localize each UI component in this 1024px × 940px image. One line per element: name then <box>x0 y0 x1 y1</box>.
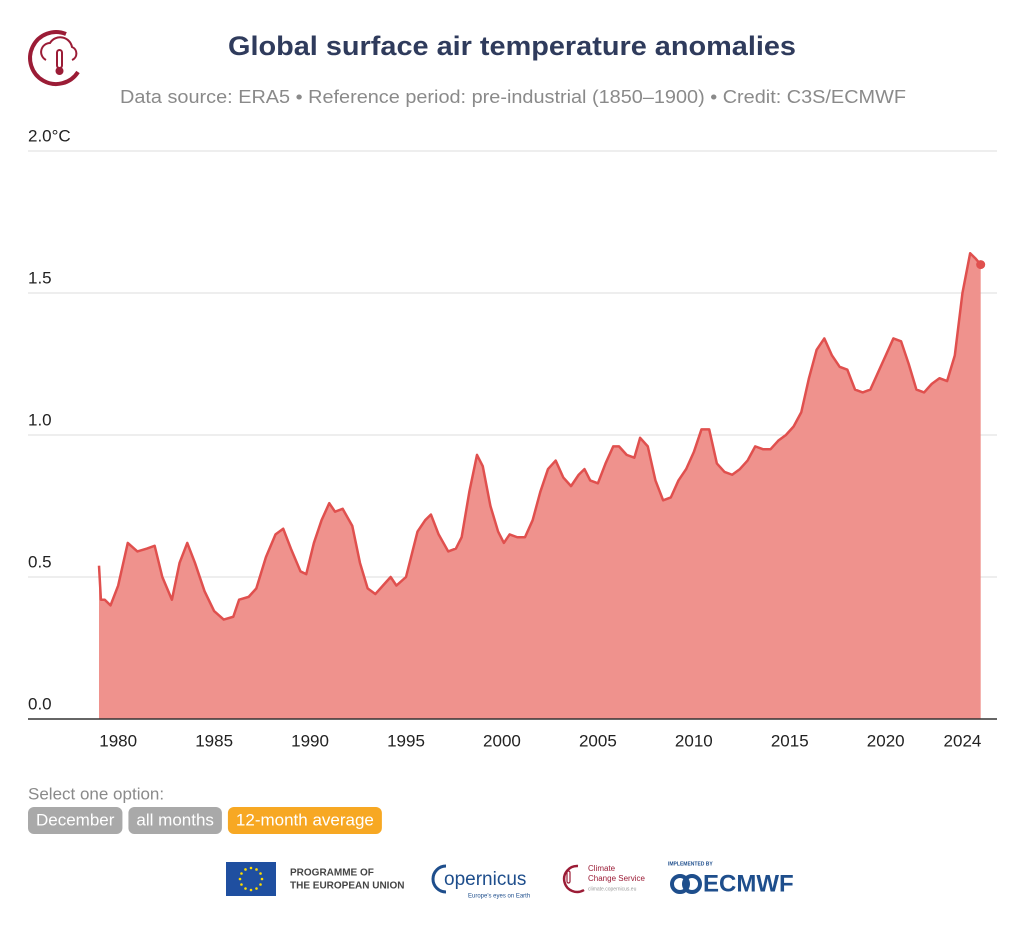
x-tick-label: 2010 <box>675 731 713 750</box>
c3s-icon <box>28 30 80 87</box>
eu-star <box>249 866 253 870</box>
y-tick-label: 0.5 <box>28 552 52 571</box>
x-tick-label: 2015 <box>771 731 809 750</box>
x-tick-label: 2005 <box>579 731 617 750</box>
area <box>98 253 981 720</box>
x-tick-label: 1995 <box>387 731 425 750</box>
controls-prompt: Select one option: <box>28 784 164 803</box>
eu-star <box>244 887 247 890</box>
option-button-bg[interactable] <box>227 807 382 834</box>
eu-star <box>260 877 264 881</box>
ecmwf-label: IMPLEMENTED BY <box>668 861 713 867</box>
eu-star <box>244 868 247 871</box>
ecmwf-text: ECMWF <box>703 870 794 897</box>
c3s-logo: Climate Change Service climate.copernicu… <box>562 864 645 894</box>
c3s-url: climate.copernicus.eu <box>588 886 637 892</box>
x-tick-label: 2024 <box>944 731 982 750</box>
eu-text: THE EUROPEAN UNION <box>290 881 404 892</box>
eu-star <box>240 872 243 875</box>
c3s-text: Change Service <box>588 874 645 883</box>
y-tick-label: 0.0 <box>28 694 52 713</box>
last-point <box>976 260 986 270</box>
eu-star <box>240 883 243 886</box>
ecmwf-logo: IMPLEMENTED BY ECMWF <box>668 861 794 897</box>
option-button-label[interactable]: December <box>36 810 115 829</box>
option-button[interactable]: 12-month average <box>227 807 382 834</box>
option-button-label[interactable]: all months <box>136 810 213 829</box>
copernicus-tagline: Europe's eyes on Earth <box>468 894 530 900</box>
copernicus-text: opernicus <box>444 869 526 890</box>
eu-text: PROGRAMME OF <box>290 868 374 879</box>
chart-title: Global surface air temperature anomalies <box>228 31 796 61</box>
line <box>97 251 982 621</box>
x-tick-label: 1985 <box>195 731 233 750</box>
option-button-bg[interactable] <box>28 807 123 834</box>
chart-subtitle: Data source: ERA5 • Reference period: pr… <box>120 87 906 107</box>
option-button[interactable]: December <box>28 807 123 834</box>
eu-star <box>259 883 262 886</box>
eu-logo: PROGRAMME OF THE EUROPEAN UNION <box>226 862 404 896</box>
copernicus-logo: opernicus Europe's eyes on Earth <box>431 864 530 900</box>
y-tick-label: 1.5 <box>28 268 52 287</box>
eu-star <box>249 888 253 892</box>
x-tick-label: 2000 <box>483 731 521 750</box>
c3s-text: Climate <box>588 864 616 873</box>
eu-star <box>259 872 262 875</box>
option-button-label[interactable]: 12-month average <box>236 810 374 829</box>
x-tick-label: 1990 <box>291 731 329 750</box>
x-tick-label: 1980 <box>99 731 137 750</box>
option-button-bg[interactable] <box>128 807 222 834</box>
x-tick-label: 2020 <box>867 731 905 750</box>
y-tick-label: 2.0°C <box>28 126 71 145</box>
eu-star <box>238 877 242 881</box>
y-tick-label: 1.0 <box>28 410 52 429</box>
eu-star <box>255 887 258 890</box>
option-button[interactable]: all months <box>128 807 222 834</box>
eu-star <box>255 868 258 871</box>
